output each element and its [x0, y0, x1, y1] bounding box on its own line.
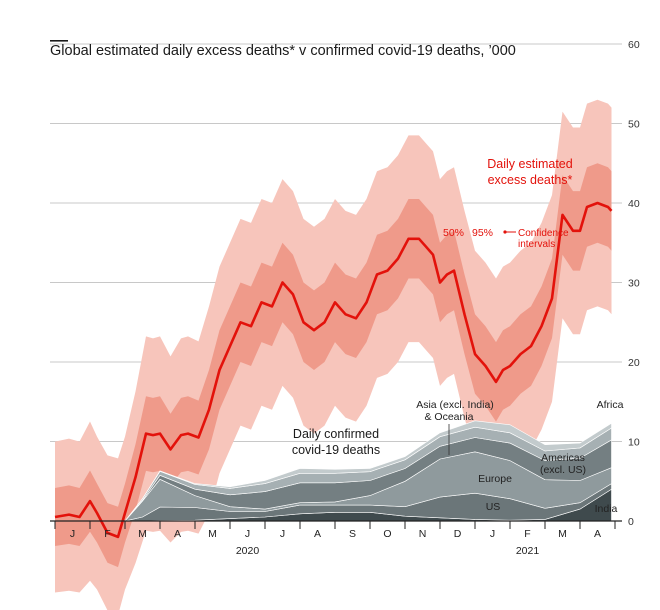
excess-deaths-line-layer	[54, 201, 613, 539]
americas-label-line2: (excl. US)	[540, 464, 586, 476]
confirmed-label-line1: Daily confirmed	[293, 427, 379, 441]
chart-title: Global estimated daily excess deaths* v …	[50, 43, 516, 59]
x-year-label: 2021	[516, 545, 540, 557]
x-month-label: O	[383, 528, 391, 540]
y-tick-label: 0	[628, 516, 634, 528]
us-label: US	[486, 501, 501, 513]
confidence-bands	[55, 99, 612, 610]
x-month-label: S	[349, 528, 356, 540]
x-month-label: F	[104, 528, 110, 540]
x-month-label: N	[419, 528, 427, 540]
americas-label-line1: Americas	[541, 452, 585, 464]
x-month-label: F	[524, 528, 530, 540]
y-tick-label: 30	[628, 278, 640, 290]
africa-label: Africa	[597, 399, 624, 411]
x-month-label: D	[454, 528, 462, 540]
x-year-label: 2020	[236, 545, 260, 557]
y-tick-label: 50	[628, 119, 640, 131]
europe-label: Europe	[478, 473, 512, 485]
x-axis: J F M A M J J A S O N D J F M A 2020 2021	[50, 520, 622, 557]
x-month-label: M	[138, 528, 147, 540]
ci95-band	[55, 99, 612, 610]
x-month-label: M	[208, 528, 217, 540]
asia-label-line2: & Oceania	[424, 411, 473, 423]
excess-label-line2: excess deaths*	[488, 173, 573, 187]
ci50-band	[55, 163, 612, 568]
confirmed-deaths-areas	[55, 420, 612, 522]
excess-deaths-line	[54, 201, 613, 539]
x-month-label: M	[558, 528, 567, 540]
x-month-label: A	[174, 528, 181, 540]
ci50-label: 50%	[443, 227, 464, 239]
annotation-layer: Daily estimated excess deaths* 50% 95% Confi…	[292, 157, 624, 515]
excess-label-line1: Daily estimated	[487, 157, 572, 171]
ci-legend-line1: Confidence	[518, 228, 569, 239]
x-month-label: A	[314, 528, 321, 540]
title-mark	[50, 40, 68, 42]
y-tick-label: 10	[628, 437, 640, 449]
x-month-label: J	[70, 528, 75, 540]
ci95-label: 95%	[472, 227, 493, 239]
asia-label-line1: Asia (excl. India)	[416, 399, 494, 411]
confirmed-label-line2: covid-19 deaths	[292, 443, 380, 457]
x-month-label: J	[280, 528, 285, 540]
india-label: India	[595, 503, 618, 515]
x-month-label: A	[594, 528, 601, 540]
y-tick-label: 20	[628, 357, 640, 369]
x-month-label: J	[490, 528, 495, 540]
ci-legend-line2: intervals	[518, 239, 555, 250]
y-tick-label: 60	[628, 39, 640, 51]
y-tick-label: 40	[628, 198, 640, 210]
area-africa	[55, 420, 612, 522]
x-month-label: J	[245, 528, 250, 540]
